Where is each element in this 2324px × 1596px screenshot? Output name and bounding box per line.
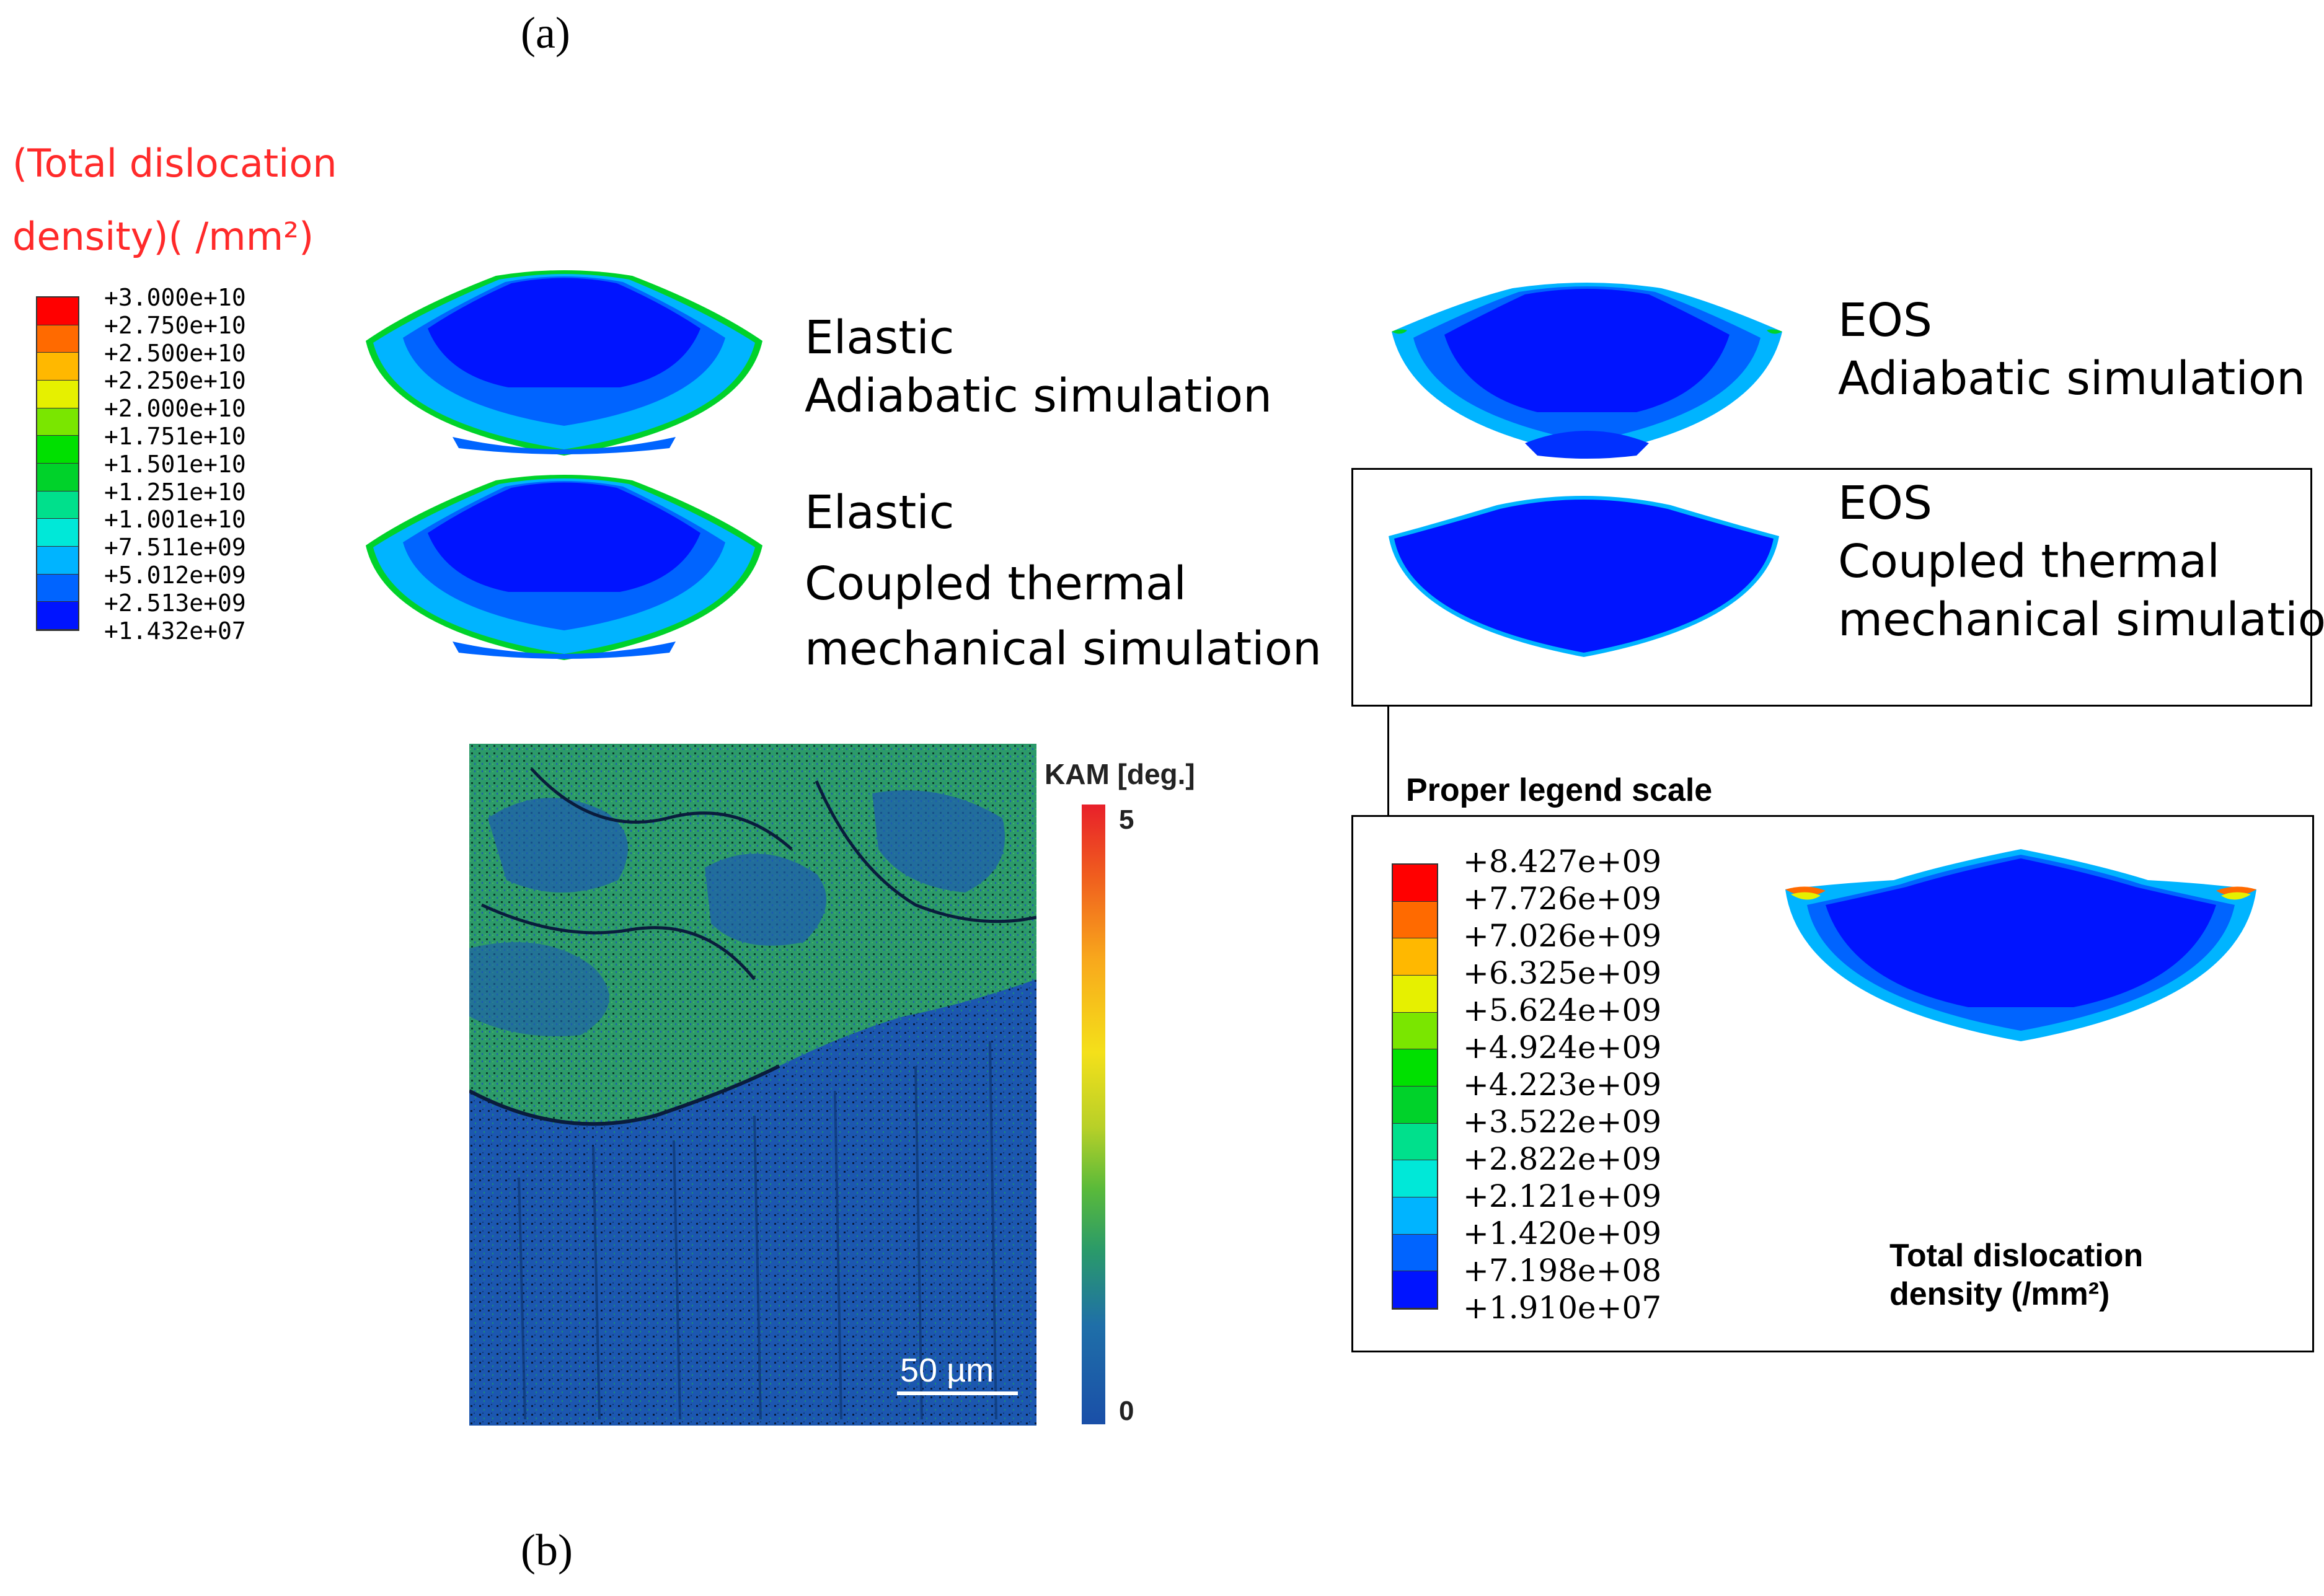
legend-a-value: +1.751e+10 <box>104 422 246 450</box>
legend-a-value: +3.000e+10 <box>104 284 246 311</box>
legend-b-swatch <box>1393 865 1437 902</box>
legend-a-swatch <box>37 463 78 492</box>
legend-b-value: +8.427e+09 <box>1463 844 1662 880</box>
legend-b-swatch <box>1393 1086 1437 1124</box>
proper-legend-box <box>1351 815 2314 1352</box>
legend-a-title-line1: (Total dislocation <box>12 141 337 186</box>
kam-min-label: 0 <box>1119 1396 1134 1426</box>
eos-adiabatic-line2: Adiabatic simulation <box>1838 352 2306 405</box>
elastic-adiabatic-label: Elastic Adiabatic simulation <box>805 309 1272 425</box>
legend-b-value: +5.624e+09 <box>1463 992 1662 1028</box>
legend-b-swatch <box>1393 1197 1437 1235</box>
legend-a-value: +5.012e+09 <box>104 561 246 589</box>
scale-bar <box>897 1391 1018 1395</box>
kam-map-texture <box>469 744 1036 1426</box>
legend-a-value: +7.511e+09 <box>104 534 246 562</box>
legend-b-swatch <box>1393 1234 1437 1272</box>
proper-legend-label: Proper legend scale <box>1406 772 1713 808</box>
legend-a-swatch <box>37 491 78 519</box>
legend-b-labels: +8.427e+09 +7.726e+09 +7.026e+09 +6.325e+09… <box>1463 843 1674 1326</box>
legend-a-value: +1.251e+10 <box>104 478 246 506</box>
legend-b-value: +4.223e+09 <box>1463 1067 1662 1103</box>
eos-coupled-label: EOS Coupled thermal mechanical simulatio… <box>1838 474 2324 649</box>
eos-coupled-box <box>1351 468 2312 707</box>
elastic-adiabatic-contour <box>366 270 762 456</box>
legend-a-swatch <box>37 546 78 575</box>
legend-a-swatch <box>37 380 78 408</box>
legend-b-title: Total dislocation density (/mm²) <box>1889 1237 2143 1313</box>
legend-a-swatch <box>37 298 78 325</box>
elastic-coupled-line1: Elastic <box>805 486 955 539</box>
legend-b-swatch <box>1393 1123 1437 1161</box>
legend-a-swatch <box>37 325 78 353</box>
legend-b-swatch <box>1393 1049 1437 1087</box>
legend-a-swatches <box>36 296 79 631</box>
legend-a-value: +2.513e+09 <box>104 589 246 617</box>
elastic-adiabatic-line2: Adiabatic simulation <box>805 369 1273 423</box>
legend-b-swatch <box>1393 938 1437 976</box>
kam-title: KAM [deg.] <box>1045 758 1195 790</box>
panel-label-a: (a) <box>521 8 570 58</box>
legend-b-value: +3.522e+09 <box>1463 1104 1662 1140</box>
elastic-coupled-line3: mechanical simulation <box>805 622 1322 676</box>
eos-coupled-line3: mechanical simulation <box>1838 593 2324 646</box>
kam-map: 50 µm <box>469 744 1036 1426</box>
legend-b-title-line1: Total dislocation <box>1889 1238 2144 1274</box>
eos-adiabatic-label: EOS Adiabatic simulation <box>1838 291 2305 408</box>
legend-b-value: +7.726e+09 <box>1463 881 1662 917</box>
eos-coupled-line2: Coupled thermal <box>1838 535 2220 588</box>
legend-a-swatch <box>37 353 78 381</box>
legend-b-swatch <box>1393 1012 1437 1050</box>
legend-a-value: +2.750e+10 <box>104 311 246 339</box>
legend-b-swatch <box>1393 1271 1437 1308</box>
legend-a-labels: +3.000e+10 +2.750e+10 +2.500e+10 +2.250e+10… <box>104 284 290 645</box>
legend-b-value: +2.822e+09 <box>1463 1141 1662 1177</box>
panel-label-b: (b) <box>521 1525 573 1575</box>
kam-max-label: 5 <box>1119 805 1134 835</box>
legend-b-value: +4.924e+09 <box>1463 1029 1662 1065</box>
kam-colorbar <box>1082 805 1105 1424</box>
elastic-adiabatic-line1: Elastic <box>805 311 955 364</box>
eos-coupled-line1: EOS <box>1838 477 1932 530</box>
elastic-coupled-line2: Coupled thermal <box>805 557 1186 611</box>
legend-b-title-line2: density (/mm²) <box>1889 1276 2110 1312</box>
legend-a-swatch <box>37 408 78 436</box>
legend-b-value: +2.121e+09 <box>1463 1178 1662 1214</box>
eos-adiabatic-line1: EOS <box>1838 294 1932 347</box>
legend-b-value: +1.420e+09 <box>1463 1215 1662 1251</box>
legend-b-value: +1.910e+07 <box>1463 1290 1662 1326</box>
eos-adiabatic-contour <box>1392 283 1782 459</box>
legend-a <box>36 296 92 631</box>
legend-a-swatch <box>37 574 78 602</box>
connector-line <box>1387 707 1389 815</box>
eos-coupled-contour <box>1389 496 1779 657</box>
elastic-coupled-contour <box>366 475 762 660</box>
legend-a-title: (Total dislocation density)( /mm²) <box>12 127 337 273</box>
legend-b-swatch <box>1393 975 1437 1013</box>
legend-a-value: +2.250e+10 <box>104 367 246 395</box>
legend-a-swatch <box>37 519 78 547</box>
elastic-coupled-label: Elastic Coupled thermal mechanical simul… <box>805 478 1322 677</box>
legend-a-value: +1.432e+07 <box>104 617 246 645</box>
legend-b-value: +7.198e+08 <box>1463 1253 1662 1289</box>
legend-b-value: +7.026e+09 <box>1463 918 1662 954</box>
legend-b-swatch <box>1393 901 1437 939</box>
legend-a-value: +1.501e+10 <box>104 450 246 478</box>
legend-a-value: +2.500e+10 <box>104 339 246 367</box>
legend-a-value: +1.001e+10 <box>104 506 246 534</box>
proper-legend-contour <box>1785 849 2256 1041</box>
scale-bar-label: 50 µm <box>900 1352 994 1389</box>
legend-a-swatch <box>37 436 78 464</box>
legend-b-swatches <box>1392 863 1438 1310</box>
legend-a-value: +2.000e+10 <box>104 395 246 423</box>
legend-b-swatch <box>1393 1160 1437 1197</box>
legend-b-value: +6.325e+09 <box>1463 955 1662 991</box>
legend-a-title-line2: density)( /mm²) <box>12 214 314 259</box>
legend-a-swatch <box>37 602 78 630</box>
